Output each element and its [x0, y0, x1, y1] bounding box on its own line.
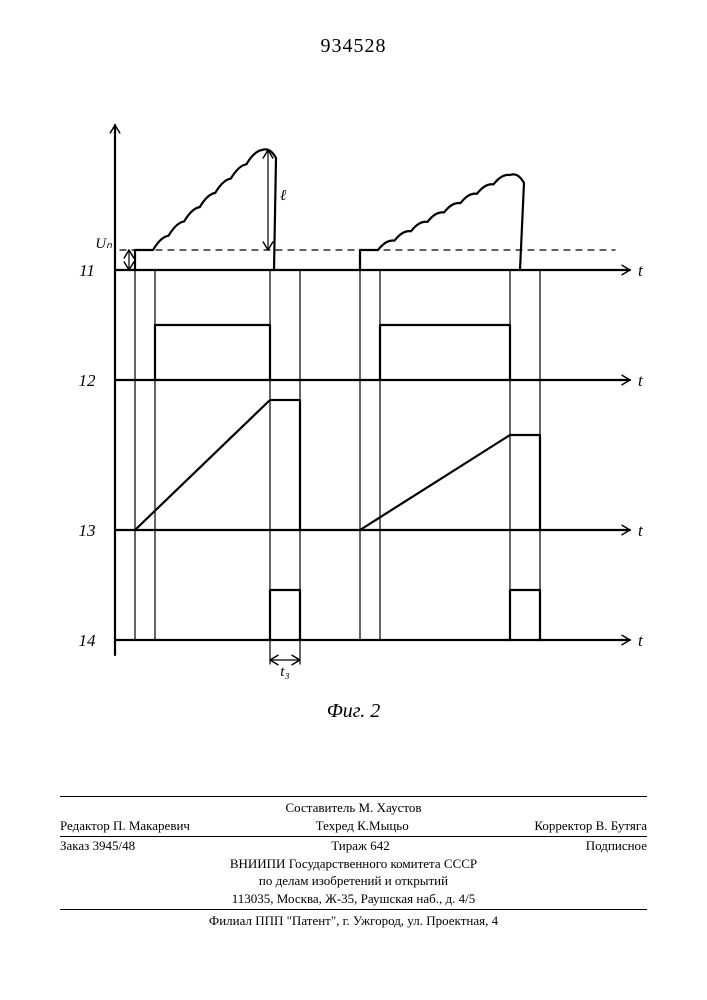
org2: по делам изобретений и открытий	[60, 872, 647, 890]
addr: 113035, Москва, Ж-35, Раушская наб., д. …	[60, 890, 647, 908]
svg-text:Uₙ: Uₙ	[95, 236, 113, 252]
page-number: 934528	[0, 35, 707, 58]
svg-text:ℓ: ℓ	[280, 188, 286, 204]
corrector: Корректор В. Бутяга	[534, 817, 647, 835]
svg-text:t: t	[638, 521, 644, 540]
svg-text:t: t	[638, 631, 644, 650]
svg-text:13: 13	[79, 521, 96, 540]
svg-text:14: 14	[79, 631, 97, 650]
subscription: Подписное	[586, 837, 647, 855]
svg-text:t: t	[638, 371, 644, 390]
svg-text:11: 11	[79, 261, 95, 280]
editor: Редактор П. Макаревич	[60, 817, 190, 835]
footer-block: Составитель М. Хаустов Редактор П. Макар…	[60, 796, 647, 930]
branch: Филиал ППП "Патент", г. Ужгород, ул. Про…	[209, 913, 498, 928]
figure-label: Фиг. 2	[0, 700, 707, 723]
timing-diagram: t 11 t 12 t 13 t 14 Uₙ ℓ t₃	[60, 100, 660, 700]
org1: ВНИИПИ Государственного комитета СССР	[60, 855, 647, 873]
compiler: Составитель М. Хаустов	[285, 800, 421, 815]
tirage: Тираж 642	[331, 837, 390, 855]
techred: Техред К.Мыцьо	[316, 817, 409, 835]
svg-text:12: 12	[79, 371, 97, 390]
svg-text:t₃: t₃	[280, 664, 289, 680]
order: Заказ 3945/48	[60, 837, 135, 855]
svg-text:t: t	[638, 261, 644, 280]
